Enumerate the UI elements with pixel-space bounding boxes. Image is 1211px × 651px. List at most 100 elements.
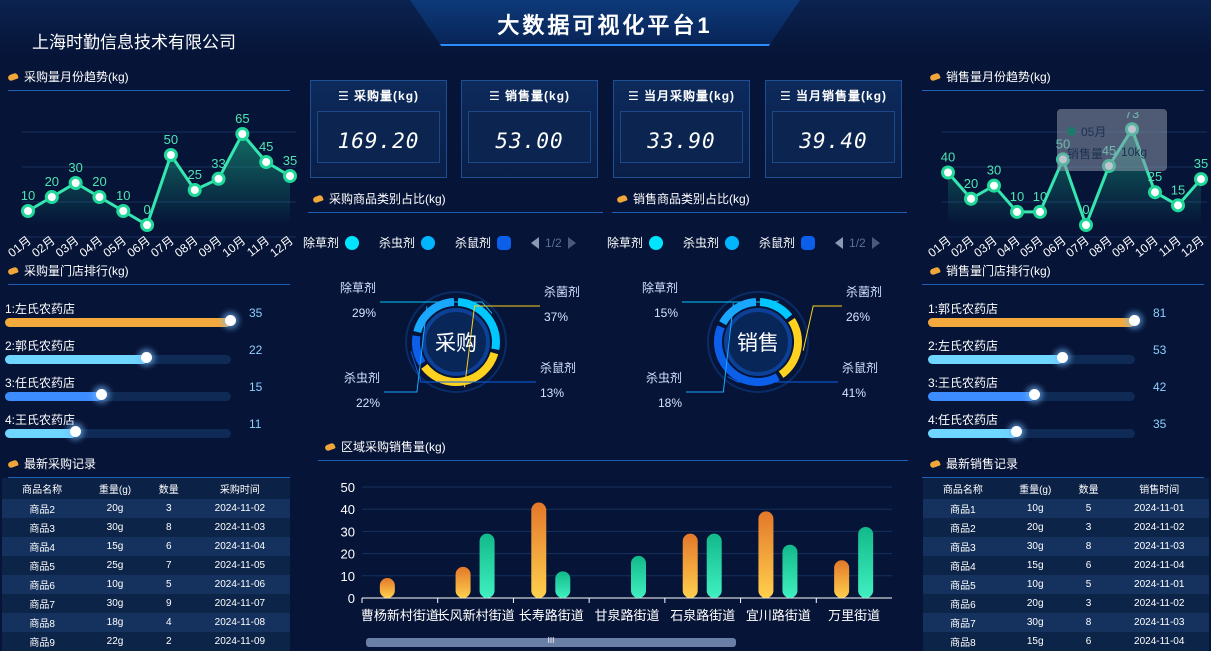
x-tick-label: 长风新村街道 xyxy=(437,608,515,623)
table-cell: 商品2 xyxy=(923,518,1003,537)
rank-value: 35 xyxy=(1153,417,1167,431)
data-point xyxy=(44,190,59,204)
slice-name-label: 杀菌剂 xyxy=(846,284,882,299)
table-row: 商品5 25g 7 2024-11-05 xyxy=(2,556,290,575)
data-label: 0 xyxy=(143,202,150,217)
table-cell: 商品9 xyxy=(2,632,83,651)
rank-value: 15 xyxy=(249,380,263,394)
sales-category-donut: 除草剂 15% 杀菌剂 26% 杀鼠剂 41% 杀虫剂 18% 销售 xyxy=(642,280,882,410)
label-leader-line xyxy=(727,376,838,383)
slice-name-label: 除草剂 xyxy=(642,280,678,295)
legend-item[interactable]: 除草剂 xyxy=(303,234,360,251)
section-divider xyxy=(612,198,907,213)
legend-item[interactable]: 杀鼠剂 xyxy=(759,234,816,251)
purchase-category-donut: 除草剂 29% 杀菌剂 37% 杀鼠剂 13% 杀虫剂 22% 采购 xyxy=(340,280,580,410)
horizontal-scrollbar[interactable]: III xyxy=(366,636,736,647)
table-cell: 商品7 xyxy=(2,594,83,613)
legend-dot-icon xyxy=(345,235,360,250)
kpi-value: 169.20 xyxy=(337,129,420,153)
legend-dot-icon xyxy=(725,235,740,250)
section-title-region: 区域采购销售量(kg) xyxy=(324,438,446,455)
section-title-latest-purchase: 最新采购记录 xyxy=(7,455,96,472)
rank-value: 53 xyxy=(1153,343,1167,357)
legend-item[interactable]: 杀虫剂 xyxy=(683,234,740,251)
x-tick-label: 万里街道 xyxy=(828,608,880,623)
kpi-label: ☰ 当月销售量(kg) xyxy=(779,89,888,103)
legend-dot-icon xyxy=(421,235,436,250)
slice-name-label: 杀虫剂 xyxy=(344,370,380,385)
table-cell: 30g xyxy=(82,594,148,613)
table-cell: 商品8 xyxy=(2,613,83,632)
section-divider xyxy=(8,270,290,285)
table-cell: 8 xyxy=(1067,537,1110,556)
y-tick-label: 0 xyxy=(348,591,355,606)
data-label: 20 xyxy=(964,176,978,191)
column-header: 采购时间 xyxy=(189,478,290,499)
rank-bar xyxy=(5,426,82,438)
rank-bar xyxy=(5,352,153,364)
section-title-sales-rank: 销售量门店排行(kg) xyxy=(929,262,1051,279)
table-cell: 10g xyxy=(1002,575,1068,594)
table-cell: 2024-11-03 xyxy=(1109,613,1209,632)
table-cell: 5 xyxy=(1067,499,1110,518)
table-cell: 8 xyxy=(147,518,190,537)
slice-name-label: 杀鼠剂 xyxy=(540,360,576,375)
data-point xyxy=(1194,172,1208,187)
section-title-sales-category: 销售商品类别占比(kg) xyxy=(616,190,750,207)
table-cell: 2024-11-06 xyxy=(189,575,290,594)
table-cell: 15g xyxy=(1002,632,1068,651)
data-point xyxy=(283,169,297,183)
label-leader-line xyxy=(464,305,540,388)
next-page-icon[interactable] xyxy=(871,236,880,249)
table-cell: 2024-11-03 xyxy=(1109,537,1209,556)
slice-name-label: 杀鼠剂 xyxy=(842,360,878,375)
table-cell: 2024-11-04 xyxy=(189,537,290,556)
data-point xyxy=(964,191,978,206)
legend-item[interactable]: 杀虫剂 xyxy=(379,234,436,251)
donut-center-label: 销售 xyxy=(737,332,779,355)
prev-page-icon[interactable] xyxy=(835,236,844,249)
legend-dot-icon xyxy=(801,235,816,250)
x-tick-label: 长寿路街道 xyxy=(519,608,584,623)
legend-item[interactable]: 除草剂 xyxy=(607,234,664,251)
donut-slice xyxy=(719,298,757,326)
donut-center-glow xyxy=(724,308,792,376)
data-point xyxy=(941,165,955,180)
table-row: 商品8 15g 6 2024-11-04 xyxy=(923,632,1209,651)
data-label: 50 xyxy=(164,132,178,147)
table-cell: 30g xyxy=(1002,537,1068,556)
data-label: 10 xyxy=(116,188,130,203)
rank-value: 11 xyxy=(249,417,262,431)
rank-row: 2:郭氏农药店 22 xyxy=(5,337,290,367)
tooltip-dot-icon xyxy=(1067,127,1076,136)
table-cell: 商品7 xyxy=(923,613,1003,632)
table-cell: 2 xyxy=(147,632,190,651)
column-header: 重量(g) xyxy=(82,478,148,499)
page-title: 大数据可视化平台1 xyxy=(497,13,713,38)
kpi-value: 39.40 xyxy=(799,129,868,153)
x-tick-label: 宜川路街道 xyxy=(746,608,811,623)
table-cell: 商品6 xyxy=(923,594,1003,613)
table-cell: 10g xyxy=(82,575,148,594)
bar xyxy=(706,533,722,598)
slice-percent-label: 37% xyxy=(544,310,568,324)
bar xyxy=(758,511,774,598)
donut-center-label: 采购 xyxy=(435,332,477,355)
table-cell: 2024-11-09 xyxy=(189,632,290,651)
company-name: 上海时勤信息技术有限公司 xyxy=(32,33,236,52)
tooltip-label: 销售量 xyxy=(1067,147,1104,161)
rank-bar-knob-icon xyxy=(70,426,82,437)
section-divider xyxy=(8,76,290,91)
column-header: 销售时间 xyxy=(1109,478,1209,499)
rank-bar xyxy=(5,389,107,401)
data-label: 45 xyxy=(259,139,273,154)
legend-item[interactable]: 杀鼠剂 xyxy=(455,234,512,251)
rank-value: 22 xyxy=(249,343,263,357)
data-point xyxy=(1033,204,1047,219)
column-header: 重量(g) xyxy=(1002,478,1068,499)
prev-page-icon[interactable] xyxy=(531,236,540,249)
next-page-icon[interactable] xyxy=(567,236,576,249)
table-row: 商品2 20g 3 2024-11-02 xyxy=(923,518,1209,537)
column-header: 数量 xyxy=(147,478,190,499)
data-label: 30 xyxy=(987,163,1001,178)
